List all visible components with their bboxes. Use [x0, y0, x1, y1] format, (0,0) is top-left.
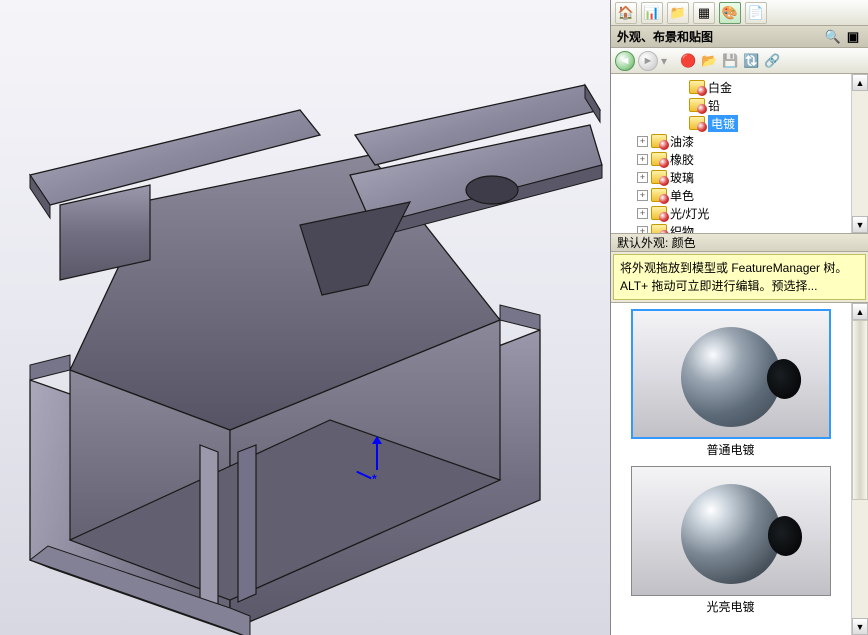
folder-appearance-icon	[651, 224, 667, 234]
expand-toggle[interactable]: +	[637, 208, 648, 219]
folder-appearance-icon	[651, 152, 667, 166]
tree-item[interactable]: + 油漆	[613, 132, 866, 150]
appearance-preview-pane[interactable]: 普通电镀光亮电镀 ▲ ▼	[611, 302, 868, 635]
tree-item-label: 油漆	[670, 133, 694, 150]
tree-item-label: 光/灯光	[670, 205, 709, 222]
tree-scrollbar[interactable]: ▲ ▼	[851, 74, 868, 233]
expand-toggle[interactable]: +	[637, 172, 648, 183]
graphics-viewport[interactable]: *	[0, 0, 610, 635]
expand-toggle[interactable]: +	[637, 226, 648, 235]
chart-icon[interactable]: 📊	[641, 2, 663, 24]
scroll-thumb[interactable]	[852, 320, 868, 500]
tree-item[interactable]: + 橡胶	[613, 150, 866, 168]
hint-tooltip: 将外观拖放到模型或 FeatureManager 树。ALT+ 拖动可立即进行编…	[613, 254, 866, 300]
nav-back-button[interactable]: ◄	[615, 51, 635, 71]
scroll-down-icon[interactable]: ▼	[852, 618, 868, 635]
preview-scrollbar[interactable]: ▲ ▼	[851, 303, 868, 635]
home-icon[interactable]: 🏠	[615, 2, 637, 24]
pin-icon[interactable]: ▣	[844, 28, 862, 46]
taskpane-title-bar: 外观、布景和贴图 🔍 ▣	[611, 26, 868, 48]
swatch-thumbnail	[631, 466, 831, 596]
tree-item[interactable]: + 单色	[613, 186, 866, 204]
folder-appearance-icon	[651, 188, 667, 202]
tree-item[interactable]: 白金	[613, 78, 866, 96]
folder-appearance-icon	[651, 170, 667, 184]
tree-item-label: 玻璃	[670, 169, 694, 186]
help-icon[interactable]: 🔍	[824, 28, 842, 46]
tree-item[interactable]: 铅	[613, 96, 866, 114]
refresh-icon[interactable]: 🔃	[742, 52, 760, 70]
tree-item-label: 白金	[708, 79, 732, 96]
default-appearance-label: 默认外观: 颜色	[617, 234, 696, 251]
tree-item-label: 单色	[670, 187, 694, 204]
folder-appearance-icon	[689, 98, 705, 112]
tree-item-label: 电镀	[708, 115, 738, 132]
save-icon[interactable]: 💾	[721, 52, 739, 70]
folder-appearance-icon	[651, 206, 667, 220]
folder-icon[interactable]: 📁	[667, 2, 689, 24]
tree-item[interactable]: + 织物	[613, 222, 866, 234]
folder-appearance-icon	[689, 80, 705, 94]
palette-icon[interactable]: 🎨	[719, 2, 741, 24]
tree-item[interactable]: + 光/灯光	[613, 204, 866, 222]
sheetmetal-model	[0, 0, 610, 635]
hint-text: 将外观拖放到模型或 FeatureManager 树。ALT+ 拖动可立即进行编…	[620, 261, 847, 293]
open-folder-icon[interactable]: 📂	[700, 52, 718, 70]
expand-toggle[interactable]: +	[637, 190, 648, 201]
swatch-label: 普通电镀	[631, 441, 831, 458]
taskpane-title: 外观、布景和贴图	[617, 28, 713, 45]
appearance-swatch[interactable]: 光亮电镀	[631, 466, 831, 615]
new-appearance-icon[interactable]: 🔴	[679, 52, 697, 70]
link-icon[interactable]: 🔗	[763, 52, 781, 70]
folder-appearance-icon	[651, 134, 667, 148]
nav-forward-button[interactable]: ►	[638, 51, 658, 71]
swatch-label: 光亮电镀	[631, 598, 831, 615]
sheet-icon[interactable]: 📄	[745, 2, 767, 24]
tree-item-label: 织物	[670, 223, 694, 235]
folder-appearance-icon	[689, 116, 705, 130]
appearance-tree[interactable]: 白金铅电镀 + 油漆 + 橡胶 + 玻璃 + 单色 + 光/灯光 + 织物 ▲ ▼	[611, 74, 868, 234]
default-appearance-row: 默认外观: 颜色	[611, 234, 868, 252]
swatch-thumbnail	[631, 309, 831, 439]
taskpane-nav-row: ◄ ► ▾ 🔴 📂 💾 🔃 🔗	[611, 48, 868, 74]
tree-item[interactable]: 电镀	[613, 114, 866, 132]
expand-toggle[interactable]: +	[637, 136, 648, 147]
scroll-up-icon[interactable]: ▲	[852, 74, 868, 91]
appearances-task-pane: 🏠 📊 📁 ▦ 🎨 📄 外观、布景和贴图 🔍 ▣ ◄ ► ▾ 🔴 📂 💾 🔃 🔗…	[610, 0, 868, 635]
scroll-down-icon[interactable]: ▼	[852, 216, 868, 233]
taskpane-tab-strip: 🏠 📊 📁 ▦ 🎨 📄	[611, 0, 868, 26]
appearance-swatch[interactable]: 普通电镀	[631, 309, 831, 458]
scroll-up-icon[interactable]: ▲	[852, 303, 868, 320]
tree-item-label: 橡胶	[670, 151, 694, 168]
expand-toggle[interactable]: +	[637, 154, 648, 165]
grid-icon[interactable]: ▦	[693, 2, 715, 24]
tree-item-label: 铅	[708, 97, 720, 114]
tree-item[interactable]: + 玻璃	[613, 168, 866, 186]
